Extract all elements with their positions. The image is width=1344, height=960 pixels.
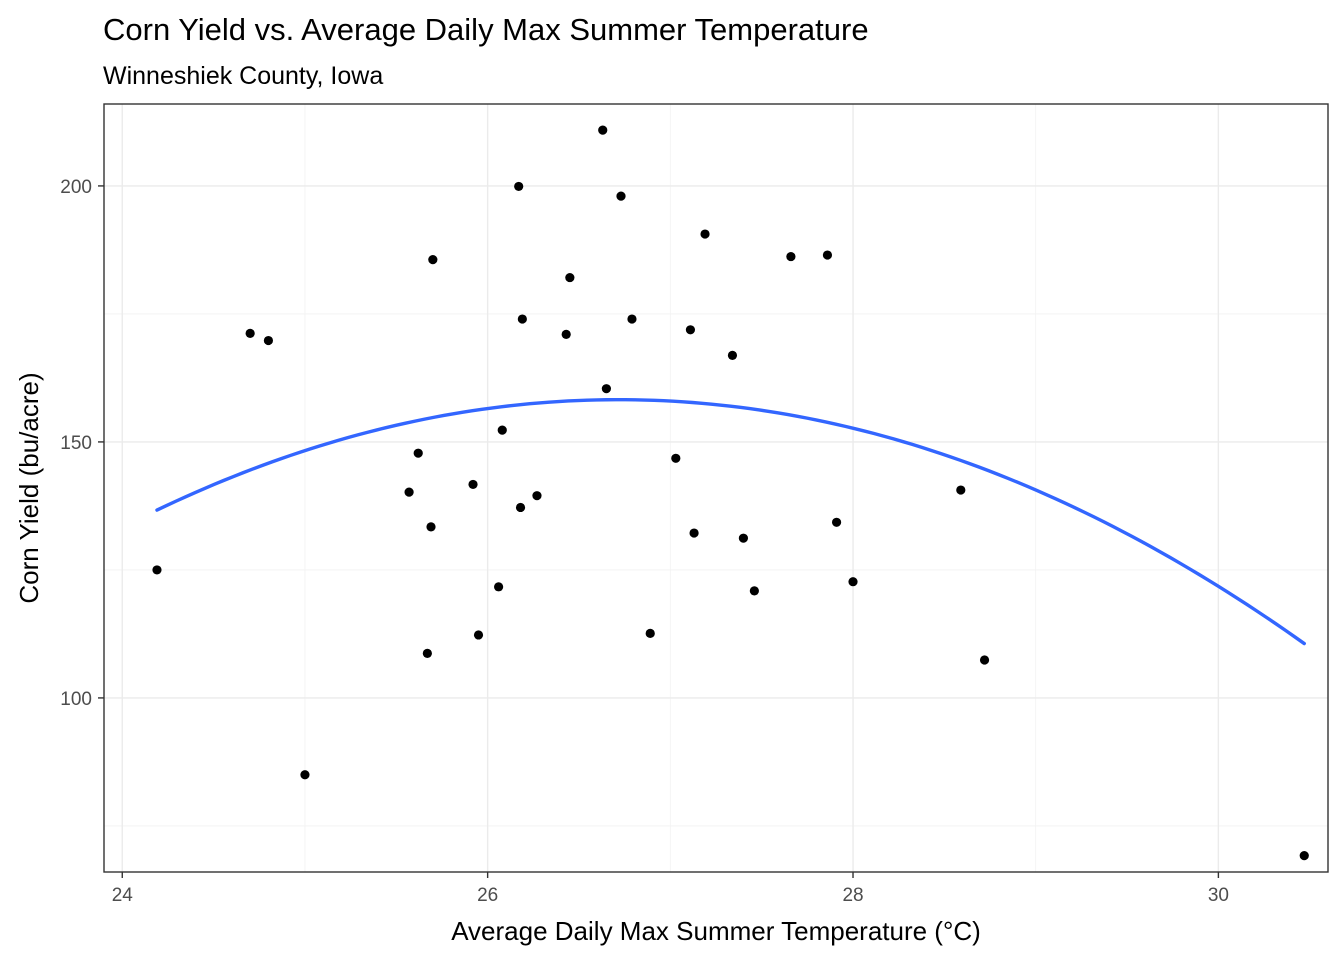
data-point <box>601 384 611 394</box>
chart-title: Corn Yield vs. Average Daily Max Summer … <box>103 12 869 47</box>
data-point <box>494 582 504 592</box>
x-tick-label: 26 <box>477 885 498 906</box>
data-point <box>497 425 507 435</box>
y-tick-label: 150 <box>60 433 92 454</box>
fit-layer <box>155 397 1306 646</box>
data-point <box>413 448 423 458</box>
data-point <box>738 533 749 543</box>
data-point <box>152 565 162 575</box>
x-tick-label: 24 <box>112 885 134 906</box>
data-point <box>515 502 526 513</box>
x-tick-label: 30 <box>1208 885 1229 906</box>
data-point <box>514 181 524 192</box>
data-point <box>565 272 575 283</box>
data-point <box>671 453 681 463</box>
data-point <box>428 255 438 265</box>
data-point <box>979 655 990 665</box>
data-point <box>245 328 255 338</box>
y-tick-label: 200 <box>60 177 92 198</box>
data-point <box>749 586 759 596</box>
data-point <box>956 485 966 495</box>
data-point <box>263 335 274 346</box>
data-point <box>300 770 310 780</box>
data-point <box>598 125 608 135</box>
data-point <box>404 487 414 497</box>
data-point <box>822 250 833 260</box>
x-tick-label: 28 <box>842 885 863 906</box>
data-point <box>685 325 696 335</box>
data-point <box>473 630 484 640</box>
data-point <box>831 517 842 527</box>
chart-subtitle: Winneshiek County, Iowa <box>103 62 383 90</box>
data-point <box>700 229 710 239</box>
points-layer <box>152 125 1309 861</box>
data-point <box>517 314 527 324</box>
data-point <box>468 479 478 490</box>
y-tick-label: 100 <box>60 689 92 710</box>
data-point <box>627 314 637 324</box>
fit-curve <box>155 397 1306 646</box>
data-point <box>786 251 796 262</box>
data-point <box>426 522 436 532</box>
data-point <box>1299 851 1309 861</box>
x-axis-title: Average Daily Max Summer Temperature (°C… <box>451 916 981 946</box>
data-point <box>532 491 542 501</box>
y-axis-title: Corn Yield (bu/acre) <box>14 372 44 603</box>
ticks-layer: 24 26 28 30 100 150 200 <box>60 177 1229 906</box>
data-point <box>848 577 858 587</box>
data-point <box>616 191 626 201</box>
data-point <box>645 628 655 639</box>
grid-layer <box>104 104 1328 872</box>
data-point <box>561 329 571 339</box>
data-point <box>727 350 738 360</box>
data-point <box>689 528 699 538</box>
data-point <box>422 648 432 658</box>
panel-border <box>103 103 1329 873</box>
